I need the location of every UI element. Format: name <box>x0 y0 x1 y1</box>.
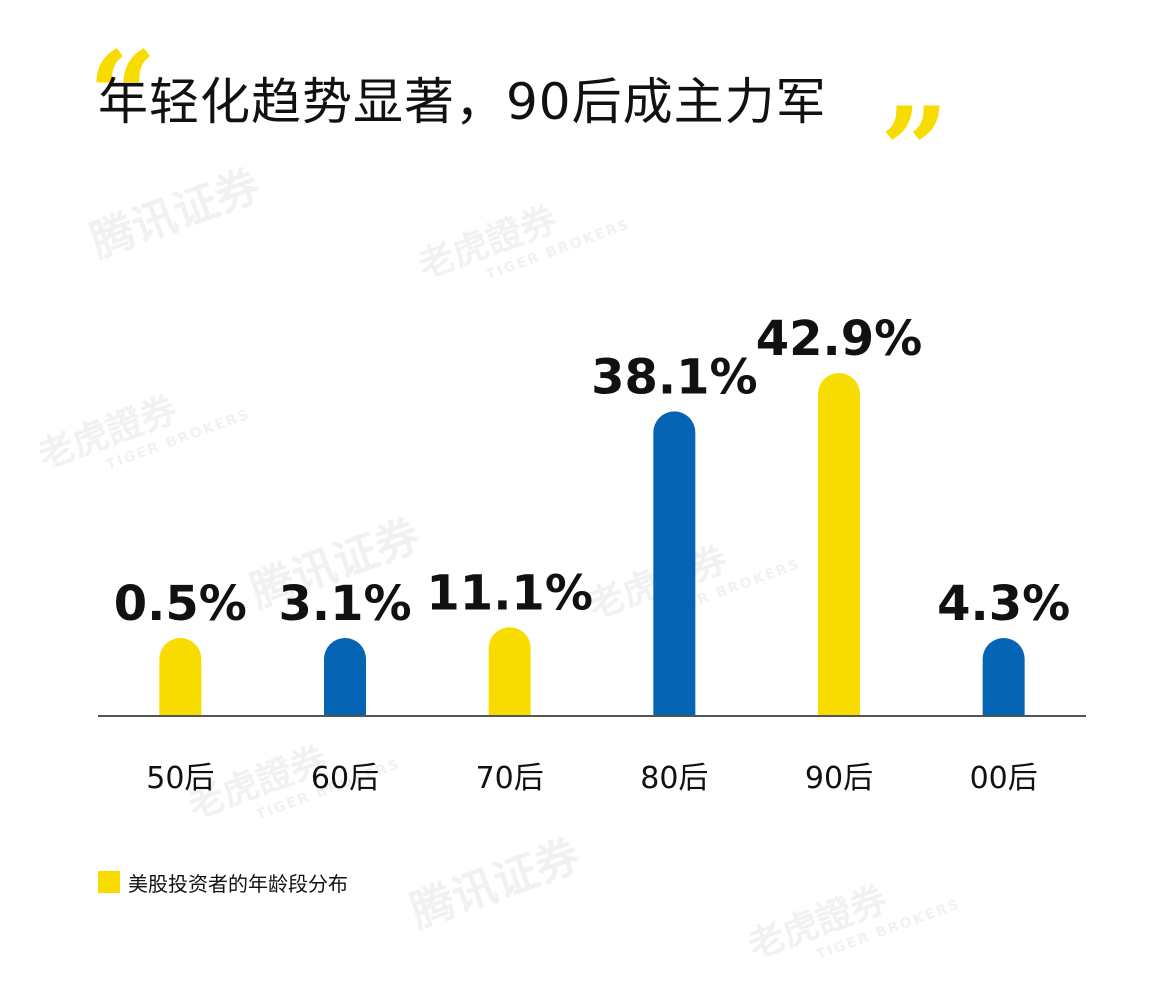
value-label: 11.1% <box>426 565 593 621</box>
category-label: 90后 <box>805 761 873 796</box>
open-quote-icon: “ <box>88 25 158 166</box>
bars-group <box>159 373 1025 716</box>
value-label: 42.9% <box>756 311 923 367</box>
close-quote-icon: ” <box>880 81 950 222</box>
bar-6 <box>982 638 1025 716</box>
bar-chart: 0.5% 3.1% 11.1% 38.1%42.9% 4.3% 50后 60后 70后 80后… <box>98 311 1086 796</box>
category-label: 70后 <box>476 761 544 796</box>
value-label: 3.1% <box>278 576 411 632</box>
value-labels-group: 0.5% 3.1% 11.1% 38.1%42.9% 4.3% <box>114 311 1070 632</box>
bar-4 <box>653 411 696 716</box>
value-label: 4.3% <box>937 576 1070 632</box>
chart-canvas: 腾讯证券 老虎證券 TIGER BROKERS 老虎證券 TIGER BROKERS… <box>33 25 1086 967</box>
value-label: 0.5% <box>114 576 247 632</box>
category-labels-group: 50后 60后 70后 80后 90后 00后 <box>146 761 1038 796</box>
bar-2 <box>324 638 366 716</box>
bar-5 <box>818 373 860 716</box>
category-label: 60后 <box>311 761 379 796</box>
category-label: 80后 <box>640 761 708 796</box>
bar-1 <box>159 638 202 716</box>
legend: 美股投资者的年龄段分布 <box>98 870 348 896</box>
value-label: 38.1% <box>591 349 758 405</box>
category-label: 50后 <box>146 761 214 796</box>
bar-3 <box>488 627 531 716</box>
page-title: 年轻化趋势显著，90后成主力军 <box>98 73 827 131</box>
legend-label: 美股投资者的年龄段分布 <box>128 871 348 896</box>
category-label: 00后 <box>970 761 1038 796</box>
legend-swatch <box>98 871 120 893</box>
